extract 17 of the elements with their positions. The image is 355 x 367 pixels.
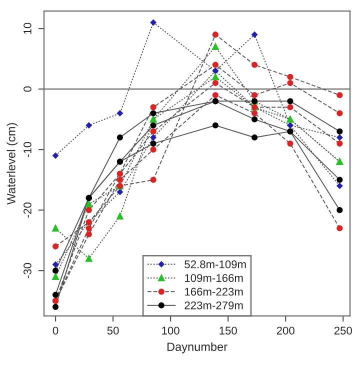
x-tick-label: 200	[276, 326, 294, 335]
legend-label: 166m-223m	[185, 288, 243, 296]
y-axis-title: Waterlevel (cm)	[6, 123, 18, 205]
y-tick-label: 10	[24, 22, 32, 34]
x-tick-label: 50	[107, 326, 119, 335]
y-tick-label: 0	[24, 86, 32, 92]
x-axis-title: Daynumber	[167, 342, 228, 354]
x-tick-label: 250	[334, 326, 352, 335]
x-tick-label: 0	[52, 326, 58, 335]
x-tick-label: 150	[220, 326, 237, 335]
legend-label: 109m-166m	[185, 274, 243, 282]
y-tick-label: -20	[24, 202, 32, 218]
y-tick-label: -10	[24, 142, 32, 158]
y-tick-label: -30	[24, 263, 32, 278]
legend-label: 223m-279m	[184, 301, 243, 310]
x-tick-label: 100	[162, 326, 180, 335]
legend-label: 52.8m-109m	[184, 260, 246, 268]
